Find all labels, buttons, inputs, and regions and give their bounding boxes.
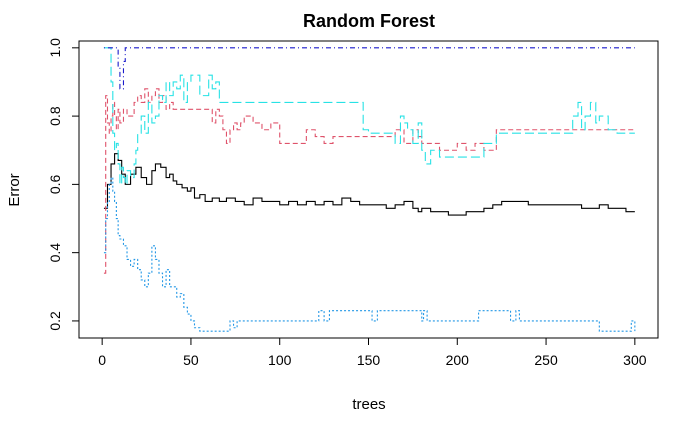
y-tick-label: 0.2	[47, 311, 63, 331]
x-tick-label: 0	[98, 352, 106, 368]
series-line-4	[103, 177, 636, 332]
series-layer	[103, 47, 636, 332]
y-tick-label: 0.6	[47, 174, 63, 194]
y-tick-label: 0.8	[47, 106, 63, 126]
chart-title: Random Forest	[303, 11, 435, 31]
y-tick-label: 1.0	[47, 38, 63, 58]
series-line-1	[103, 153, 635, 216]
series-line-5	[103, 47, 635, 90]
series-line-3	[103, 47, 635, 185]
x-tick-label: 200	[446, 352, 470, 368]
x-axis-label: trees	[352, 396, 385, 413]
x-tick-label: 250	[534, 352, 558, 368]
x-tick-label: 100	[268, 352, 292, 368]
series-line-2	[103, 88, 635, 274]
y-axis-label: Error	[6, 173, 23, 206]
y-tick-label: 0.4	[47, 243, 63, 263]
x-tick-label: 50	[183, 352, 199, 368]
x-tick-label: 150	[357, 352, 381, 368]
x-axis: 0 50 100 150 200 250 300	[98, 337, 647, 368]
y-axis: 0.2 0.4 0.6 0.8 1.0	[47, 38, 80, 331]
x-tick-label: 300	[623, 352, 647, 368]
